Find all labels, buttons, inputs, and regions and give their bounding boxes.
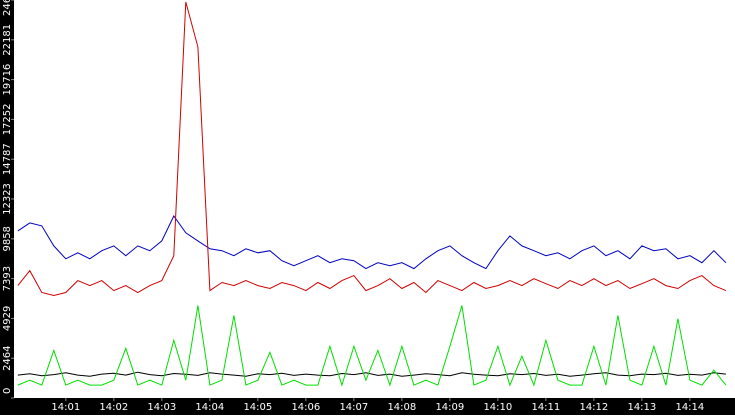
- x-axis-strip: [0, 398, 735, 415]
- series-line: [17, 305, 727, 387]
- x-tick-label: 14:04: [195, 402, 224, 413]
- y-tick-label: 17252: [2, 103, 13, 135]
- x-tick-label: 14:03: [147, 402, 176, 413]
- x-tick-label: 14:10: [483, 402, 512, 413]
- y-tick-label: 9858: [2, 226, 13, 251]
- x-tick-label: 14:01: [51, 402, 80, 413]
- x-tick-label: 14:07: [339, 402, 368, 413]
- x-tick-label: 14:08: [387, 402, 416, 413]
- x-tick-label: 14:13: [627, 402, 656, 413]
- x-tick-label: 14:12: [579, 402, 608, 413]
- x-tick-label: 14:05: [243, 402, 272, 413]
- y-tick-label: 19716: [2, 64, 13, 96]
- y-tick-label: 0: [2, 388, 13, 394]
- x-tick-label: 14:14: [675, 402, 704, 413]
- series-line: [17, 215, 727, 270]
- y-tick-label: 4929: [2, 306, 13, 331]
- y-tick-label: 22181: [2, 24, 13, 56]
- y-tick-label: 14787: [2, 143, 13, 175]
- y-tick-label: 12323: [2, 183, 13, 215]
- y-axis-strip: [0, 0, 14, 415]
- x-tick-label: 14:06: [291, 402, 320, 413]
- x-tick-label: 14:09: [435, 402, 464, 413]
- x-tick-label: 14:11: [531, 402, 560, 413]
- y-tick-label: 2464: [2, 345, 13, 370]
- x-tick-label: 14:02: [99, 402, 128, 413]
- series-line: [17, 1, 727, 297]
- y-tick-label: 7393: [2, 266, 13, 291]
- y-tick-label: 24646: [2, 0, 13, 16]
